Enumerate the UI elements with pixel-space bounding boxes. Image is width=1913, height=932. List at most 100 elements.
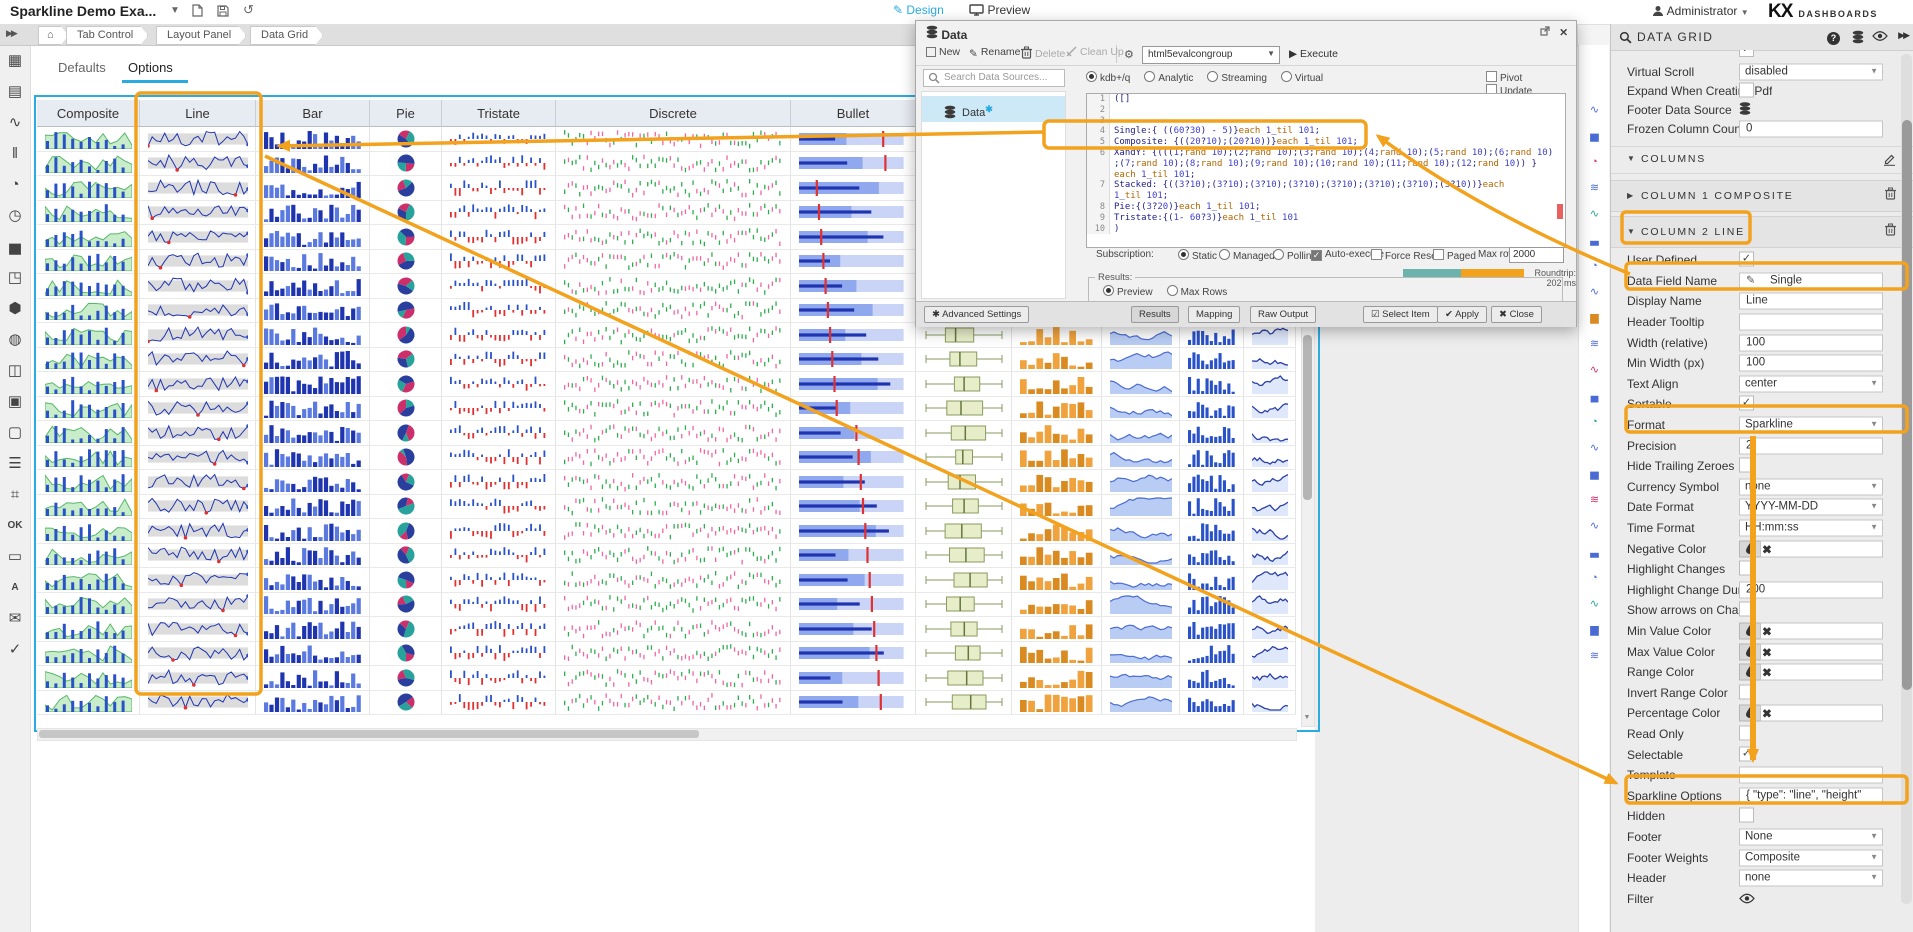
sparkline-cell-discrete[interactable] — [556, 127, 791, 152]
sparkline-cell-discrete[interactable] — [556, 152, 791, 177]
sparkline-cell-bullet[interactable] — [791, 225, 916, 250]
color-max-value-color[interactable]: ✖ — [1760, 643, 1883, 660]
sparkline-cell-composite[interactable] — [37, 274, 140, 299]
sparkline-cell-composite[interactable] — [37, 225, 140, 250]
sparkline-cell-composite[interactable] — [37, 519, 140, 544]
treemap-icon[interactable]: ◳ — [0, 262, 30, 293]
sparkline-cell-bullet[interactable] — [791, 397, 916, 422]
sparkline-cell-discrete[interactable] — [556, 421, 791, 446]
sparkline-cell-pie[interactable] — [370, 642, 442, 667]
sparkline-cell-composite[interactable] — [37, 446, 140, 471]
sparkline-cell-obar[interactable] — [1012, 372, 1102, 397]
close-icon[interactable]: ✕ — [1559, 27, 1568, 39]
sparkline-cell-line[interactable] — [140, 397, 256, 422]
color-droplet-icon[interactable] — [1739, 540, 1761, 557]
sparkline-cell-box[interactable] — [916, 691, 1012, 716]
column-group-column-1-composite[interactable]: ▶COLUMN 1 COMPOSITE — [1611, 180, 1913, 212]
sparkline-cell-area[interactable] — [1102, 666, 1180, 691]
sparkline-cell-composite[interactable] — [37, 348, 140, 373]
sparkline-cell-composite[interactable] — [37, 299, 140, 324]
sparkline-cell-tristate[interactable] — [442, 495, 556, 520]
sparkline-cell-box[interactable] — [916, 372, 1012, 397]
sparkline-cell-bullet[interactable] — [791, 323, 916, 348]
tab-defaults[interactable]: Defaults — [58, 60, 106, 75]
sparkline-cell-bar[interactable] — [256, 250, 370, 275]
sparkline-cell-tristate[interactable] — [442, 152, 556, 177]
checkbox-invert-range-color[interactable] — [1739, 684, 1754, 699]
sparkline-cell-area[interactable] — [1102, 446, 1180, 471]
editor-icon[interactable]: ⌗ — [0, 479, 30, 510]
sparkline-cell-box[interactable] — [916, 666, 1012, 691]
input-precision[interactable]: 2 — [1739, 437, 1883, 454]
sparkline-cell-discrete[interactable] — [556, 397, 791, 422]
sparkline-cell-discrete[interactable] — [556, 446, 791, 471]
sparkline-cell-box[interactable] — [916, 642, 1012, 667]
sparkline-cell-bline[interactable] — [1244, 642, 1296, 667]
sparkline-cell-bar[interactable] — [256, 397, 370, 422]
sparkline-cell-bbar[interactable] — [1180, 397, 1244, 422]
sparkline-cell-bullet[interactable] — [791, 127, 916, 152]
color-droplet-icon[interactable] — [1739, 705, 1761, 722]
select-virtual-scroll[interactable]: disabled▼ — [1739, 63, 1883, 80]
column-header-pie[interactable]: Pie — [370, 100, 442, 127]
trash-icon[interactable] — [1885, 223, 1896, 241]
sparkline-cell-bullet[interactable] — [791, 593, 916, 618]
sparkline-cell-pie[interactable] — [370, 446, 442, 471]
sparkline-cell-tristate[interactable] — [442, 568, 556, 593]
sparkline-cell-bline[interactable] — [1244, 495, 1296, 520]
tab-options[interactable]: Options — [128, 60, 173, 75]
sparkline-cell-bline[interactable] — [1244, 470, 1296, 495]
sparkline-cell-pie[interactable] — [370, 372, 442, 397]
sparkline-cell-composite[interactable] — [37, 397, 140, 422]
sparkline-cell-bline[interactable] — [1244, 397, 1296, 422]
sparkline-cell-tristate[interactable] — [442, 176, 556, 201]
sparkline-cell-obar[interactable] — [1012, 348, 1102, 373]
select-item-button[interactable]: ☑ Select Item — [1363, 306, 1438, 323]
sparkline-cell-bullet[interactable] — [791, 691, 916, 716]
sparkline-cell-bar[interactable] — [256, 127, 370, 152]
sparkline-cell-tristate[interactable] — [442, 250, 556, 275]
sparkline-cell-line[interactable] — [140, 152, 256, 177]
sparkline-cell-bbar[interactable] — [1180, 691, 1244, 716]
sparkline-cell-tristate[interactable] — [442, 617, 556, 642]
color-percentage-color[interactable]: ✖ — [1760, 705, 1883, 722]
radio-streaming[interactable]: Streaming — [1207, 71, 1267, 84]
radio-max-rows[interactable]: Max Rows — [1167, 285, 1228, 298]
sparkline-cell-area[interactable] — [1102, 691, 1180, 716]
sparkline-cell-obar[interactable] — [1012, 544, 1102, 569]
sparkline-cell-bline[interactable] — [1244, 348, 1296, 373]
checkbox-expand-when-creating-pdf[interactable] — [1739, 82, 1754, 97]
sparkline-cell-line[interactable] — [140, 225, 256, 250]
checkbox-hide-trailing-zeroes[interactable] — [1739, 458, 1754, 473]
radio-managed[interactable]: Managed — [1219, 249, 1275, 262]
breadcrumb-data-grid[interactable]: Data Grid — [250, 26, 323, 45]
scroll-down-icon[interactable]: ▼ — [1301, 714, 1313, 721]
sparkline-cell-composite[interactable] — [37, 152, 140, 177]
input-header-tooltip[interactable] — [1739, 314, 1883, 331]
sparkline-cell-pie[interactable] — [370, 593, 442, 618]
input-frozen-column-count[interactable]: 0 — [1739, 120, 1883, 137]
input-template[interactable] — [1739, 767, 1883, 784]
column-header-discrete[interactable]: Discrete — [556, 100, 791, 127]
sparkline-cell-box[interactable] — [916, 544, 1012, 569]
sparkline-cell-area[interactable] — [1102, 495, 1180, 520]
radio-static[interactable]: Static — [1178, 249, 1217, 262]
sparkline-cell-bbar[interactable] — [1180, 348, 1244, 373]
select-format[interactable]: Sparkline▼ — [1739, 417, 1883, 434]
new-dashboard-icon[interactable] — [192, 4, 203, 22]
sparkline-cell-line[interactable] — [140, 201, 256, 226]
sparkline-cell-bullet[interactable] — [791, 152, 916, 177]
sparkline-cell-pie[interactable] — [370, 274, 442, 299]
card-icon[interactable]: ▣ — [0, 386, 30, 417]
sparkline-cell-bullet[interactable] — [791, 348, 916, 373]
sparkline-cell-bar[interactable] — [256, 617, 370, 642]
datasource-icon[interactable] — [1739, 101, 1751, 120]
sparkline-cell-bbar[interactable] — [1180, 617, 1244, 642]
sparkline-cell-bar[interactable] — [256, 152, 370, 177]
sparkline-cell-bullet[interactable] — [791, 372, 916, 397]
sparkline-cell-area[interactable] — [1102, 372, 1180, 397]
sparkline-cell-composite[interactable] — [37, 642, 140, 667]
color-droplet-icon[interactable] — [1739, 643, 1761, 660]
sparkline-cell-pie[interactable] — [370, 421, 442, 446]
sparkline-cell-box[interactable] — [916, 446, 1012, 471]
